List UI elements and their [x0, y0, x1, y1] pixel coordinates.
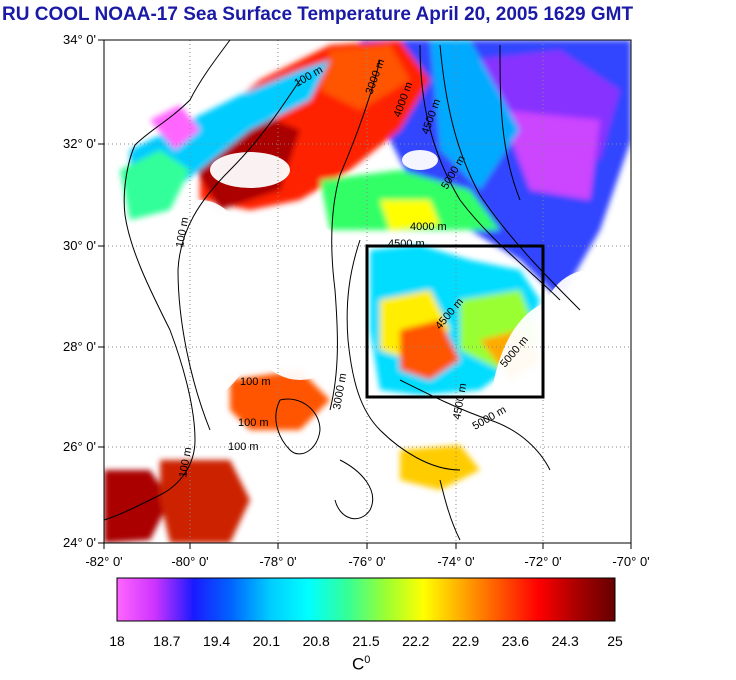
colorbar-tick-label: 18	[109, 633, 125, 649]
x-tick-marks	[103, 543, 632, 549]
colorbar-tick-label: 21.5	[352, 633, 379, 649]
x-tick-label: -76° 0'	[348, 554, 385, 569]
y-tick-label: 34° 0'	[63, 32, 96, 47]
y-tick-label: 26° 0'	[63, 439, 96, 454]
colorbar-tick-label: 24.3	[552, 633, 579, 649]
y-tick-label: 28° 0'	[63, 339, 96, 354]
sst-field	[104, 40, 631, 543]
x-tick-label: -74° 0'	[437, 554, 474, 569]
y-tick-label: 30° 0'	[63, 238, 96, 253]
colorbar-tick-label: 25	[607, 633, 623, 649]
colorbar-tick-label: 18.7	[153, 633, 180, 649]
colorbar-tick-label: 23.6	[502, 633, 529, 649]
contour-label: 4000 m	[410, 221, 447, 233]
x-tick-label: -72° 0'	[524, 554, 561, 569]
colorbar-tick-label: 20.1	[253, 633, 280, 649]
x-tick-label: -70° 0'	[612, 554, 649, 569]
contour-label: 4500 m	[388, 238, 425, 250]
contour-label: 100 m	[240, 376, 271, 388]
colorbar-unit-label: C0	[352, 654, 371, 674]
x-tick-label: -78° 0'	[259, 554, 296, 569]
contour-label: 100 m	[177, 446, 194, 478]
y-tick-marks	[98, 39, 104, 544]
colorbar-tick-labels: 18 18.7 19.4 20.1 20.8 21.5 22.2 22.9 23.6 24.3 25	[109, 633, 623, 649]
y-tick-label: 24° 0'	[63, 535, 96, 550]
contour-label: 100 m	[174, 216, 191, 248]
contour-label: 100 m	[238, 417, 269, 429]
x-tick-label: -80° 0'	[171, 554, 208, 569]
study-area-box	[365, 244, 545, 399]
coastline-and-bathymetry	[103, 39, 581, 541]
map-title: RU COOL NOAA-17 Sea Surface Temperature …	[2, 4, 634, 25]
colorbar	[116, 577, 616, 622]
y-tick-label: 32° 0'	[63, 136, 96, 151]
colorbar-tick-label: 22.9	[452, 633, 479, 649]
colorbar-tick-label: 22.2	[402, 633, 429, 649]
colorbar-tick-label: 20.8	[303, 633, 330, 649]
colorbar-tick-label: 19.4	[203, 633, 230, 649]
x-tick-label: -82° 0'	[85, 554, 122, 569]
contour-label: 100 m	[228, 441, 259, 453]
